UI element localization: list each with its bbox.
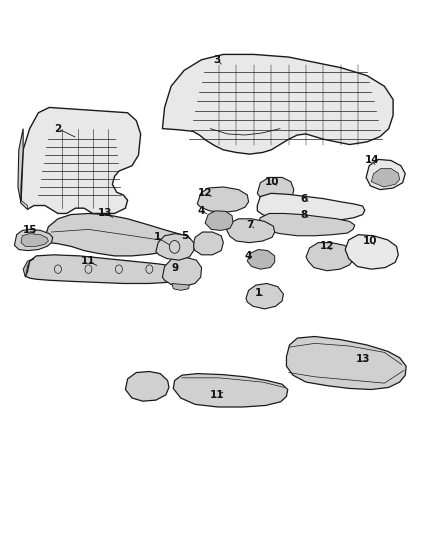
Polygon shape [21,233,48,246]
Polygon shape [257,193,365,221]
Text: 14: 14 [365,156,379,165]
Text: 4: 4 [245,251,252,261]
Polygon shape [197,187,249,213]
Polygon shape [205,211,233,230]
Text: 2: 2 [54,124,62,134]
Polygon shape [23,259,34,277]
Text: 8: 8 [300,209,307,220]
Polygon shape [306,243,354,271]
Text: 12: 12 [320,241,334,252]
Text: 7: 7 [247,220,254,230]
Polygon shape [247,249,275,269]
Polygon shape [184,266,188,278]
Polygon shape [246,284,283,309]
Text: 10: 10 [265,176,279,187]
Polygon shape [125,372,169,401]
Polygon shape [25,255,186,284]
Text: 11: 11 [80,256,95,266]
Text: 13: 13 [355,354,370,364]
Polygon shape [162,54,393,154]
Text: 6: 6 [300,193,307,204]
Text: 13: 13 [98,208,112,219]
Polygon shape [371,168,399,187]
Polygon shape [21,200,28,209]
Polygon shape [257,177,294,203]
Polygon shape [193,232,223,255]
Polygon shape [172,284,189,290]
Polygon shape [14,229,53,251]
Polygon shape [227,219,275,243]
Polygon shape [173,374,288,407]
Text: 3: 3 [213,55,220,64]
Text: 9: 9 [171,263,178,272]
Text: 11: 11 [209,390,224,400]
Text: 12: 12 [198,188,212,198]
Polygon shape [366,159,405,190]
Text: 10: 10 [363,236,378,246]
Text: 1: 1 [154,232,161,243]
Text: 5: 5 [181,231,189,241]
Polygon shape [44,214,191,256]
Polygon shape [257,214,355,236]
Polygon shape [162,257,201,287]
Text: 1: 1 [254,288,262,298]
Polygon shape [345,235,398,269]
Polygon shape [156,233,194,260]
Polygon shape [286,336,406,390]
Text: 15: 15 [22,225,37,236]
Polygon shape [21,108,141,214]
Text: 4: 4 [197,206,205,216]
Polygon shape [18,128,23,203]
